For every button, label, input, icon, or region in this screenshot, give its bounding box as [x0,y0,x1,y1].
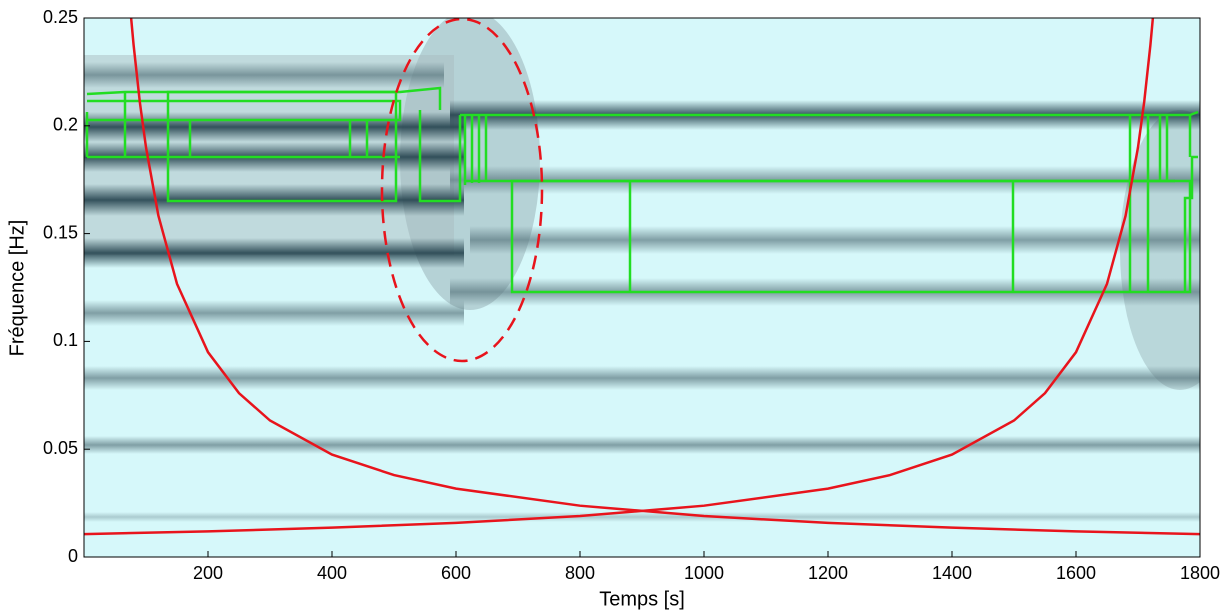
x-axis-label: Temps [s] [599,588,685,610]
y-tick-label: 0.25 [43,7,78,27]
y-tick-label: 0.05 [43,438,78,458]
x-tick-label: 600 [441,563,471,583]
x-tick-label: 400 [317,563,347,583]
cone-of-influence [129,18,1200,536]
x-tick-label: 200 [193,563,223,583]
y-tick-label: 0 [68,546,78,566]
x-tick-label: 1600 [1056,563,1096,583]
y-axis-label: Fréquence [Hz] [6,220,28,357]
y-tick-label: 0.15 [43,222,78,242]
highlight-ellipse [380,17,544,363]
x-tick-label: 800 [565,563,595,583]
x-tick-label: 1800 [1180,563,1220,583]
series-layer [84,18,1200,536]
x-tick-label: 1400 [932,563,972,583]
x-tick-label: 1000 [684,563,724,583]
y-tick-label: 0.2 [53,115,78,135]
x-tick-label: 1200 [808,563,848,583]
plot-frame [83,17,1201,558]
ridges [85,86,1199,294]
y-tick-label: 0.1 [53,330,78,350]
cone-of-influence [84,18,1155,536]
